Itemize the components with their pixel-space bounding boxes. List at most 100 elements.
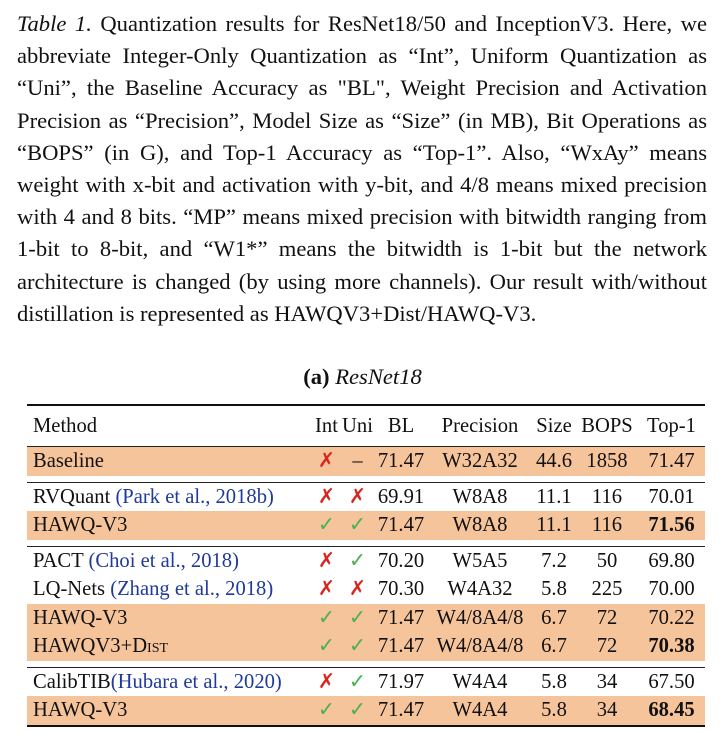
int-cross-icon: ✗ [312,446,341,476]
row-precision: W8A8 [428,481,532,511]
row-size: 5.8 [532,666,576,696]
header-bops: BOPS [576,404,638,447]
header-int: Int [312,404,341,447]
row-size: 5.8 [541,578,567,600]
uni-check-icon: ✓ [341,603,374,632]
header-bl: BL [374,404,428,447]
method-name: HAWQV3+ [33,635,133,657]
uni-check-icon: ✓ [341,666,374,696]
row-method: HAWQ-V3 [27,511,312,540]
method-name: PACT [33,549,89,572]
citation-link[interactable]: (Zhang et al., 2018) [110,578,274,600]
row-method: CalibTIB(Hubara et al., 2020) [27,666,312,696]
row-top1: 69.80 [638,545,705,575]
results-table-wrapper: Method Int Uni BL Precision Size BOPS To… [27,404,705,727]
row-size: 6.7 [532,632,576,661]
citation-link[interactable]: (Choi et al., 2018) [88,549,239,572]
row-method: Baseline [27,446,312,476]
row-top1: 70.38 [638,632,705,661]
row-precision: W32A32 [428,446,532,476]
header-size: Size [532,404,576,447]
row-method: LQ-Nets (Zhang et al., 2018) [27,575,312,604]
method-name: RVQuant [33,485,116,508]
row-size: 7.2 [532,545,576,575]
row-precision: W8A8 [428,511,532,540]
row-bl: 71.47 [374,696,428,727]
table-header-row: Method Int Uni BL Precision Size BOPS To… [27,404,705,447]
row-bl: 71.47 [374,603,428,632]
row-size: 11.1 [532,481,576,511]
row-method: HAWQ-V3 [27,603,312,632]
table-row: PACT (Choi et al., 2018) ✗ ✓ 70.20 W5A5 … [27,545,705,575]
header-uni: Uni [341,404,374,447]
row-top1: 71.47 [638,446,705,476]
row-bops: 50 [576,545,638,575]
table-row: HAWQ-V3 ✓ ✓ 71.47 W4/8A4/8 6.7 72 70.22 [27,603,705,632]
uni-dash: – [341,446,374,476]
uni-check-icon: ✓ [341,696,374,727]
row-bops: 225 [591,578,623,600]
row-top1: 71.56 [638,511,705,540]
row-precision: W5A5 [428,545,532,575]
row-method: HAWQ-V3 [27,696,312,727]
row-precision: W4A32 [447,578,513,600]
table-row: LQ-Nets (Zhang et al., 2018) ✗ ✗ 70.30 W… [27,575,705,604]
row-top1: 70.00 [648,578,695,600]
table-row: RVQuant (Park et al., 2018b) ✗ ✗ 69.91 W… [27,481,705,511]
row-precision: W4A4 [428,696,532,727]
header-method: Method [27,404,312,447]
uni-check-icon: ✓ [341,545,374,575]
int-check-icon: ✓ [312,603,341,632]
int-check-icon: ✓ [312,511,341,540]
row-precision: W4A4 [428,666,532,696]
subcaption-prefix: (a) [303,364,330,389]
results-table: Method Int Uni BL Precision Size BOPS To… [27,404,705,727]
row-bops: 116 [576,511,638,540]
method-suffix: Dist [132,635,169,657]
caption-text: Quantization results for ResNet18/50 and… [17,11,707,326]
row-bl: 69.91 [374,481,428,511]
row-method: PACT (Choi et al., 2018) [27,545,312,575]
row-precision: W4/8A4/8 [428,603,532,632]
int-cross-icon: ✗ [312,545,341,575]
table-row: Baseline ✗ – 71.47 W32A32 44.6 1858 71.4… [27,446,705,476]
uni-cross-icon: ✗ [348,578,367,600]
row-size: 5.8 [532,696,576,727]
row-bops: 116 [576,481,638,511]
row-top1: 68.45 [638,696,705,727]
row-bops: 72 [576,632,638,661]
row-bops: 34 [576,696,638,727]
row-bl: 71.47 [374,446,428,476]
row-bl: 70.30 [377,578,425,600]
row-bl: 71.47 [374,632,428,661]
caption-label: Table 1. [17,11,92,36]
method-name: LQ-Nets [33,578,111,600]
row-bl: 70.20 [374,545,428,575]
row-size: 11.1 [532,511,576,540]
int-check-icon: ✓ [312,696,341,727]
citation-link[interactable]: (Hubara et al., 2020) [110,670,282,693]
header-precision: Precision [428,404,532,447]
table-row: HAWQ-V3 ✓ ✓ 71.47 W8A8 11.1 116 71.56 [27,511,705,540]
int-check-icon: ✓ [312,632,341,661]
table-row: HAWQ-V3 ✓ ✓ 71.47 W4A4 5.8 34 68.45 [27,696,705,727]
row-top1: 70.01 [638,481,705,511]
row-bops: 34 [576,666,638,696]
row-precision: W4/8A4/8 [428,632,532,661]
subcaption-network: ResNet18 [335,364,422,389]
row-method: HAWQV3+Dist [27,632,312,661]
uni-check-icon: ✓ [341,511,374,540]
int-cross-icon: ✗ [312,666,341,696]
row-method: RVQuant (Park et al., 2018b) [27,481,312,511]
row-size: 6.7 [532,603,576,632]
citation-link[interactable]: (Park et al., 2018b) [115,485,274,508]
subtable-caption: (a) ResNet18 [0,362,725,392]
table-row: HAWQV3+Dist ✓ ✓ 71.47 W4/8A4/8 6.7 72 70… [27,632,705,661]
header-top1: Top-1 [638,404,705,447]
table-caption: Table 1. Quantization results for ResNet… [17,8,707,330]
row-size: 44.6 [532,446,576,476]
table-row: CalibTIB(Hubara et al., 2020) ✗ ✓ 71.97 … [27,666,705,696]
row-bl: 71.47 [374,511,428,540]
row-top1: 67.50 [638,666,705,696]
uni-check-icon: ✓ [341,632,374,661]
